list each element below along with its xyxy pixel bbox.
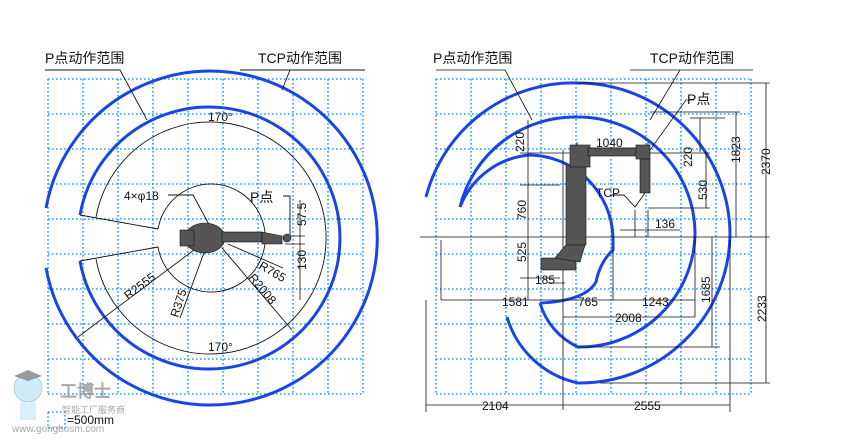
r375-label: R375 [168, 287, 190, 319]
dim-130: 130 [295, 250, 309, 270]
dim-1040: 1040 [596, 136, 623, 150]
tcp-range-arc-side [424, 81, 732, 385]
angle-top: 170° [208, 110, 233, 124]
watermark-brand: 工博士 [60, 381, 111, 401]
dim-765: 765 [578, 295, 598, 309]
radius-leaders [77, 194, 293, 338]
r2555-label: R2555 [121, 270, 158, 303]
p-point-label-left: P点 [250, 189, 273, 205]
dim-2555: 2555 [634, 399, 661, 413]
dim-136: 136 [655, 217, 675, 231]
dim-220-right: 220 [681, 147, 695, 167]
right-side-view: P点动作范围 TCP动作范围 P点 TCP 220 1040 220 530 1… [420, 50, 773, 413]
p-range-label-left: P点动作范围 [45, 50, 124, 66]
holes-label: 4×φ18 [124, 189, 159, 203]
dim-57-5: 57.5 [295, 202, 309, 226]
tcp-range-arc [44, 69, 379, 407]
dim-2233: 2233 [755, 295, 769, 322]
p-point-label-right: P点 [687, 91, 710, 107]
tcp-range-label-left: TCP动作范围 [258, 50, 342, 66]
dim-525: 525 [515, 242, 529, 262]
p-point-range-arc [78, 105, 342, 371]
dim-1581: 1581 [502, 295, 529, 309]
dim-185: 185 [535, 273, 555, 287]
dim-1243: 1243 [642, 295, 669, 309]
robot-side-icon [540, 144, 651, 271]
dim-220-left: 220 [513, 132, 527, 152]
dim-2008: 2008 [615, 311, 642, 325]
robot-top-icon [179, 222, 292, 254]
inner-range-arc-side [458, 153, 615, 305]
tcp-label: TCP [596, 186, 620, 200]
dim-1685: 1685 [699, 276, 713, 303]
title-leaders [45, 69, 365, 121]
dim-2370: 2370 [759, 148, 773, 175]
notch-lines [79, 214, 159, 262]
dim-760: 760 [515, 200, 529, 220]
dim-530: 530 [696, 180, 710, 200]
p-range-label-right: P点动作范围 [433, 50, 512, 66]
tcp-range-label-right: TCP动作范围 [650, 50, 734, 66]
scale-label: =500mm [67, 413, 114, 427]
watermark-slogan: 智能工厂服务商 [62, 404, 125, 415]
watermark-url: www.gongbosm.com [11, 424, 104, 435]
rotation-limit-arc [95, 121, 327, 355]
watermark-logo: 工博士 智能工厂服务商 www.gongbosm.com [11, 370, 125, 435]
dim-2104: 2104 [482, 399, 509, 413]
angle-bottom: 170° [208, 340, 233, 354]
dim-1823: 1823 [729, 136, 743, 163]
scale-legend: =500mm [47, 411, 114, 429]
